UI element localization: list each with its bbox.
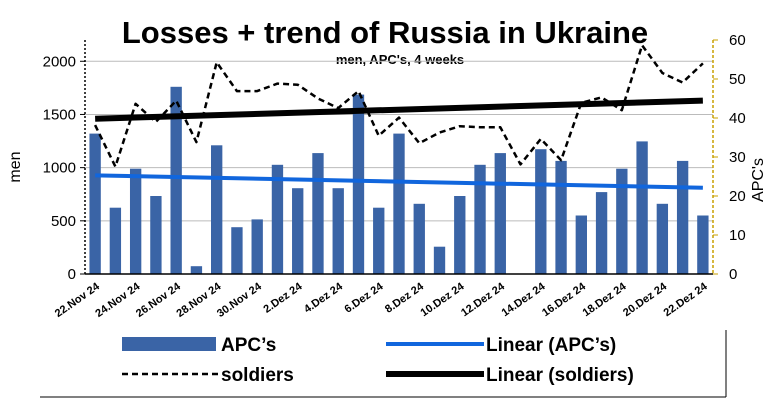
bar bbox=[352, 94, 365, 274]
x-tick-label: 12.Dez 24 bbox=[459, 280, 508, 319]
bar bbox=[211, 145, 223, 274]
bar bbox=[697, 215, 709, 274]
x-tick-label: 2.Dez 24 bbox=[261, 280, 305, 316]
legend-label-apcs: APC’s bbox=[221, 335, 276, 356]
bar bbox=[535, 149, 547, 274]
bar bbox=[109, 207, 122, 274]
bar bbox=[555, 160, 567, 274]
bar bbox=[393, 133, 405, 274]
x-tick-label: 10.Dez 24 bbox=[419, 280, 468, 319]
bar bbox=[251, 219, 263, 274]
x-tick-label: 4.Dez 24 bbox=[302, 280, 346, 316]
left-tick-label: 1000 bbox=[43, 160, 76, 177]
bar bbox=[89, 133, 101, 274]
legend-swatch-apcs bbox=[122, 337, 216, 351]
bar bbox=[474, 164, 486, 274]
x-tick-label: 14.Dez 24 bbox=[500, 280, 549, 319]
x-tick-label: 16.Dez 24 bbox=[540, 280, 589, 319]
bar bbox=[332, 188, 344, 274]
soldiers-line bbox=[93, 44, 704, 168]
bar bbox=[129, 168, 142, 274]
left-tick-label: 1500 bbox=[43, 106, 76, 123]
legend-label-soldiers: soldiers bbox=[221, 365, 294, 386]
line-series bbox=[93, 44, 704, 190]
legend-label-linear-soldiers: Linear (soldiers) bbox=[486, 365, 634, 386]
right-tick-label: 0 bbox=[729, 266, 737, 283]
x-tick-label: 20.Dez 24 bbox=[621, 280, 670, 319]
right-tick-label: 20 bbox=[729, 188, 746, 205]
bar bbox=[292, 188, 304, 274]
bar bbox=[150, 196, 162, 274]
legend-label-linear-apcs: Linear (APC’s) bbox=[486, 335, 616, 356]
trendline-soldiers bbox=[95, 97, 703, 122]
bar bbox=[494, 153, 506, 274]
x-tick-label: 22.Dez 24 bbox=[662, 280, 711, 319]
x-tick-label: 18.Dez 24 bbox=[581, 280, 630, 319]
right-tick-label: 40 bbox=[729, 110, 746, 127]
left-tick-label: 0 bbox=[68, 266, 76, 283]
bar bbox=[454, 196, 466, 274]
right-tick-label: 10 bbox=[729, 227, 746, 244]
bar bbox=[190, 266, 203, 274]
left-tick-label: 2000 bbox=[43, 53, 76, 70]
bar bbox=[312, 153, 324, 274]
right-axis-label: APC's bbox=[750, 158, 767, 202]
x-tick-label: 30.Nov 24 bbox=[215, 280, 265, 320]
chart-subtitle: men, APC's, 4 weeks bbox=[336, 52, 464, 67]
legend: APC’s Linear (APC’s) soldiers Linear (so… bbox=[40, 330, 727, 398]
bar-series bbox=[89, 86, 709, 274]
right-tick-label: 30 bbox=[729, 149, 746, 166]
bar bbox=[575, 215, 587, 274]
trendline-apcs bbox=[95, 173, 703, 190]
x-tick-label: 6.Dez 24 bbox=[343, 280, 387, 316]
bar bbox=[433, 246, 446, 274]
bar bbox=[636, 141, 648, 274]
left-tick-label: 500 bbox=[51, 213, 76, 230]
right-tick-label: 60 bbox=[729, 32, 746, 49]
chart-title: Losses + trend of Russia in Ukraine bbox=[122, 15, 648, 50]
bar bbox=[271, 164, 284, 274]
right-axis-ticks: 0 10 20 30 40 50 60 bbox=[713, 32, 746, 283]
bar bbox=[616, 168, 628, 274]
bar bbox=[676, 160, 689, 274]
left-axis-ticks: 0 500 1000 1500 2000 bbox=[43, 53, 85, 283]
bar bbox=[595, 192, 608, 274]
bar bbox=[231, 227, 243, 274]
bar bbox=[656, 203, 669, 274]
left-axis-label: men bbox=[7, 151, 24, 182]
bar bbox=[413, 203, 425, 274]
bar bbox=[170, 86, 182, 274]
right-tick-label: 50 bbox=[729, 71, 746, 88]
bar bbox=[373, 207, 385, 274]
